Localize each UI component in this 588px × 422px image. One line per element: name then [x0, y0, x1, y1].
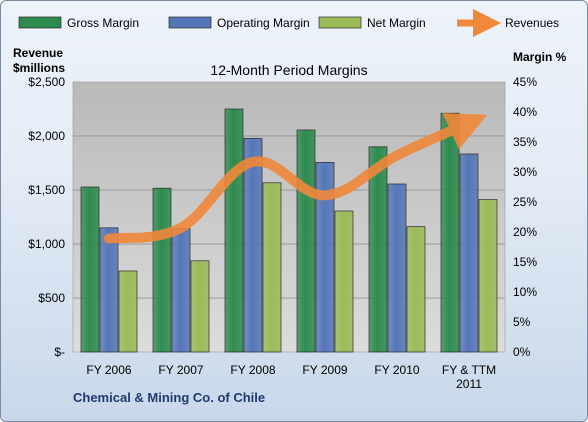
bar-gross-margin	[152, 187, 172, 353]
bar-operating-margin	[315, 162, 335, 353]
left-tick-label: $500	[38, 291, 65, 305]
left-ticks: $- $500 $1,000 $1,500 $2,000 $2,500	[28, 75, 65, 359]
right-tick-label: 20%	[513, 225, 537, 239]
bar-net-margin	[262, 182, 282, 353]
bar-gross-margin	[440, 112, 460, 353]
bar-net-margin	[118, 270, 138, 353]
right-ticks: 0% 5% 10% 15% 20% 25% 30% 35% 40% 45%	[513, 75, 537, 359]
legend-label: Net Margin	[367, 16, 426, 30]
right-tick-label: 15%	[513, 255, 537, 269]
x-tick-label: 2011	[456, 377, 482, 391]
x-tick-label: FY 2006	[86, 363, 131, 377]
bar-net-margin	[190, 260, 210, 353]
bar-operating-margin	[171, 228, 191, 353]
gridlines	[73, 135, 505, 299]
left-axis-title-line1: Revenue	[13, 46, 63, 60]
revenue-line	[104, 113, 488, 244]
bars-group	[80, 108, 498, 353]
right-tick-label: 25%	[513, 195, 537, 209]
plot-area	[72, 81, 506, 353]
chart-title: 12-Month Period Margins	[210, 62, 367, 78]
right-tick-label: 45%	[513, 75, 537, 89]
legend-swatch	[18, 16, 62, 29]
right-tick-label: 0%	[513, 345, 531, 359]
right-tick-label: 35%	[513, 135, 537, 149]
right-tick-label: 40%	[513, 105, 537, 119]
bar-gross-margin	[224, 108, 244, 353]
chart-footer: Chemical & Mining Co. of Chile	[73, 390, 265, 405]
left-tick-label: $-	[54, 345, 65, 359]
bar-operating-margin	[459, 153, 479, 353]
right-axis-title: Margin %	[513, 50, 567, 64]
bar-operating-margin	[387, 183, 407, 353]
bar-operating-margin	[99, 227, 119, 353]
legend: Gross Margin Operating Margin Net Margin Re…	[18, 9, 559, 37]
right-tick-label: 10%	[513, 285, 537, 299]
bar-gross-margin	[80, 186, 100, 353]
legend-label: Revenues	[505, 16, 559, 30]
left-axis-title-line2: $millions	[13, 61, 65, 75]
x-tick-label: FY 2008	[230, 363, 275, 377]
left-tick-label: $1,500	[28, 183, 65, 197]
left-tick-label: $2,500	[28, 75, 65, 89]
bar-net-margin	[334, 210, 354, 353]
right-tick-label: 30%	[513, 165, 537, 179]
x-tick-label: FY 2009	[302, 363, 347, 377]
left-tick-label: $2,000	[28, 129, 65, 143]
right-tick-label: 5%	[513, 315, 531, 329]
x-tick-label: FY & TTM	[442, 363, 496, 377]
bar-gross-margin	[296, 129, 316, 353]
legend-swatch	[168, 16, 212, 29]
legend-label: Gross Margin	[67, 16, 139, 30]
bar-operating-margin	[243, 138, 263, 353]
x-ticks: FY 2006 FY 2007 FY 2008 FY 2009 FY 2010 FY & …	[86, 363, 496, 391]
legend-swatch	[318, 16, 362, 29]
bar-gross-margin	[368, 146, 388, 353]
x-tick-label: FY 2007	[158, 363, 203, 377]
bar-net-margin	[406, 226, 426, 353]
left-tick-label: $1,000	[28, 237, 65, 251]
bar-net-margin	[478, 199, 498, 353]
x-tick-label: FY 2010	[374, 363, 419, 377]
legend-label: Operating Margin	[217, 16, 310, 30]
revenue-line-group	[104, 113, 488, 244]
